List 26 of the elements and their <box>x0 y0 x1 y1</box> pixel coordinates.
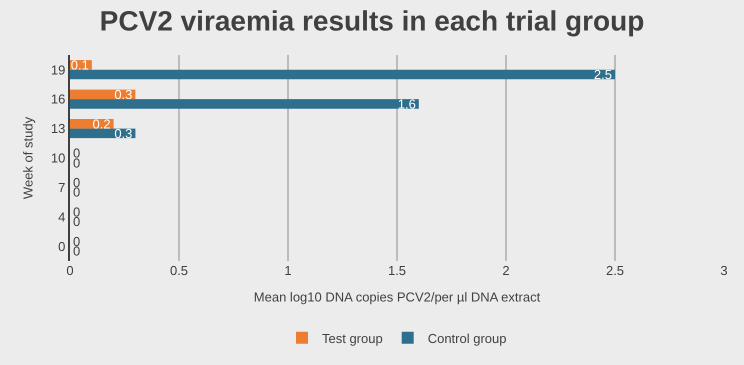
bar <box>70 70 615 80</box>
data-label: 0.1 <box>70 57 89 72</box>
y-tick-label: 10 <box>50 150 66 166</box>
x-tick-label: 3 <box>720 263 728 278</box>
y-axis-title: Week of study <box>20 116 36 200</box>
x-tick-label: 2 <box>502 263 510 278</box>
bar <box>70 99 419 109</box>
legend-label: Control group <box>428 330 506 346</box>
y-tick-label: 7 <box>58 180 66 195</box>
y-tick-label: 13 <box>50 121 66 136</box>
x-tick-label: 1.5 <box>388 263 406 278</box>
y-tick-label: 16 <box>50 92 66 107</box>
x-tick-label: 0.5 <box>170 263 188 278</box>
data-label: 0.3 <box>114 86 132 102</box>
y-tick-label: 19 <box>50 62 66 78</box>
x-tick-label: 2.5 <box>606 263 624 278</box>
y-tick-label: 0 <box>58 238 66 254</box>
data-label: 0.3 <box>114 126 132 141</box>
legend-label: Test group <box>322 330 383 346</box>
x-tick-label: 1 <box>284 263 292 278</box>
chart-title: PCV2 viraemia results in each trial group <box>100 6 644 37</box>
x-axis-title: Mean log10 DNA copies PCV2/per µl DNA extract <box>254 290 541 305</box>
y-tick-label: 4 <box>58 209 66 224</box>
data-label: 1.6 <box>398 96 416 112</box>
data-label: 2.5 <box>594 66 612 82</box>
data-label: 0.2 <box>92 116 111 132</box>
